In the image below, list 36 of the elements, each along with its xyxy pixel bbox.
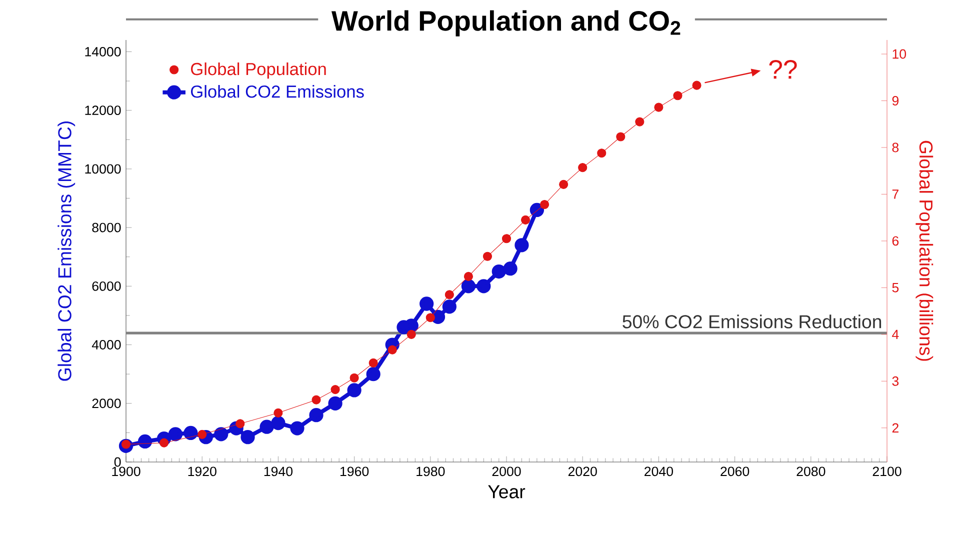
y-tick-label: 14000 — [85, 47, 121, 56]
y-tick-label: 4000 — [92, 340, 121, 350]
y2-tick-label: 10 — [892, 49, 906, 59]
legend-label: Global CO2 Emissions — [191, 85, 364, 98]
y2-tick-label: 4 — [892, 330, 899, 340]
x-tick-label: 2040 — [644, 466, 674, 476]
x-tick-label: 2100 — [872, 466, 902, 476]
y2-tick-label: 7 — [892, 190, 898, 199]
x-tick-label: 2000 — [492, 466, 521, 476]
x-axis-title: Year — [488, 485, 526, 498]
y-tick-label: 10000 — [85, 164, 121, 174]
ref-line-label: 50% CO2 Emissions Reduction — [622, 314, 882, 328]
x-tick-label: 2060 — [720, 466, 750, 476]
x-tick-label: 1920 — [188, 466, 216, 476]
x-tick-label: 1900 — [112, 466, 140, 476]
y2-tick-label: 8 — [892, 142, 899, 152]
y-axis-title: Global CO2 Emissions (MMTC) — [58, 122, 76, 381]
x-tick-label: 1960 — [340, 466, 369, 476]
y2-axis-title: Global Population (billions) — [916, 140, 934, 361]
y-tick-label: 0 — [114, 457, 121, 467]
x-tick-label: 1940 — [264, 466, 293, 476]
legend-label: Global Population — [191, 62, 326, 79]
x-tick-label: 1980 — [416, 466, 445, 476]
y2-tick-label: 2 — [892, 423, 898, 433]
x-tick-label: 2020 — [568, 466, 597, 476]
y-tick-label: 6000 — [92, 281, 121, 291]
y2-tick-label: 6 — [892, 236, 899, 246]
x-tick-label: 2080 — [796, 466, 826, 476]
y2-tick-label: 3 — [892, 376, 899, 386]
chart-title: World Population and CO$_{2}$ — [331, 10, 680, 36]
y2-tick-label: 9 — [892, 96, 899, 106]
y-tick-label: 12000 — [85, 106, 121, 116]
y-tick-label: 2000 — [92, 398, 121, 408]
y-tick-label: 8000 — [92, 222, 121, 232]
annotation: ?? — [769, 60, 797, 79]
y2-tick-label: 5 — [892, 283, 899, 292]
